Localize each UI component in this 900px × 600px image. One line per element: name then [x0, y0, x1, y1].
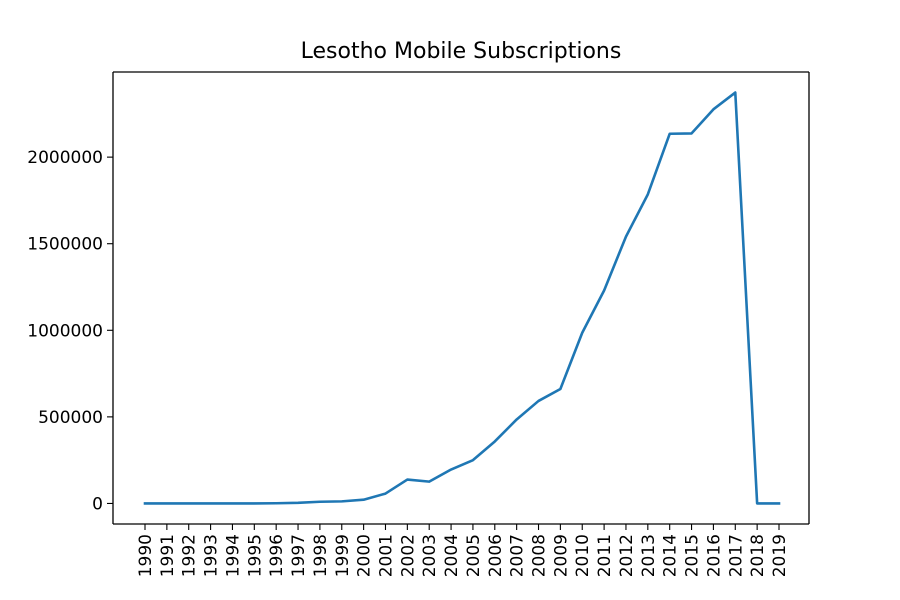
x-tick-label: 1996: [267, 534, 287, 577]
x-tick-label: 1992: [180, 534, 200, 577]
x-tick-label: 2001: [376, 534, 396, 577]
y-tick-label: 1000000: [27, 321, 103, 341]
x-tick-label: 2002: [398, 534, 418, 577]
x-tick-label: 2000: [355, 534, 375, 577]
x-tick-label: 1990: [136, 534, 156, 577]
x-tick-label: 1998: [311, 534, 331, 577]
x-tick-label: 2017: [726, 534, 746, 577]
x-tick-label: 2013: [639, 534, 659, 577]
x-tick-label: 2012: [617, 534, 637, 577]
x-tick-label: 1997: [289, 534, 309, 577]
x-tick-label: 2008: [530, 534, 550, 577]
x-tick-label: 2009: [551, 534, 571, 577]
y-tick-label: 2000000: [27, 148, 103, 168]
x-tick-label: 2018: [748, 534, 768, 577]
chart-title: Lesotho Mobile Subscriptions: [301, 39, 622, 64]
x-tick-label: 2019: [770, 534, 790, 577]
x-tick-label: 2003: [420, 534, 440, 577]
x-tick-label: 2011: [595, 534, 615, 577]
x-tick-label: 1994: [223, 534, 243, 577]
x-tick-label: 2004: [442, 534, 462, 577]
x-tick-label: 2015: [683, 534, 703, 577]
x-tick-label: 1993: [202, 534, 222, 577]
y-tick-label: 0: [92, 494, 103, 514]
y-tick-label: 1500000: [27, 235, 103, 255]
x-tick-label: 1995: [245, 534, 265, 577]
series-line: [143, 91, 781, 505]
plot-area: 0 500000 1000000 1500000 2000000 1990 1991 1992…: [27, 71, 810, 577]
x-tick-label: 2006: [486, 534, 506, 577]
x-tick-label: 1991: [158, 534, 178, 577]
x-tick-label: 2005: [464, 534, 484, 577]
x-tick-label: 2007: [508, 534, 528, 577]
x-tick-label: 2016: [704, 534, 724, 577]
x-tick-label: 1999: [333, 534, 353, 577]
x-tick-label: 2014: [661, 534, 681, 577]
y-tick-label: 500000: [38, 408, 103, 428]
x-tick-label: 2010: [573, 534, 593, 577]
